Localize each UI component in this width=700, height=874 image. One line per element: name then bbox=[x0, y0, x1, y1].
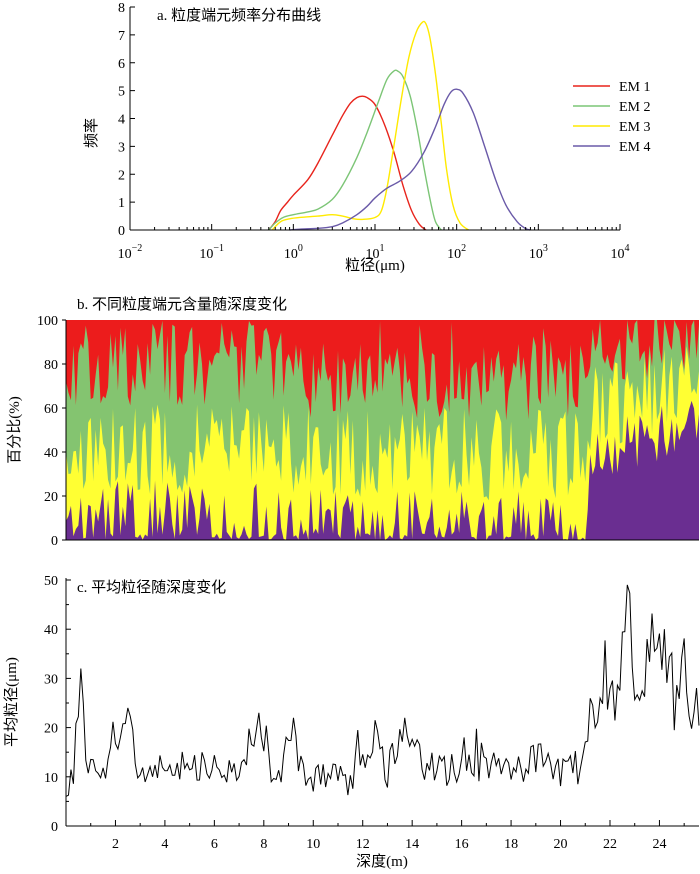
panel-b-y-ticks: 0 20 40 60 80 100 bbox=[37, 314, 66, 549]
x-tick-label: 16 bbox=[455, 837, 469, 852]
panel-c-x-ticks: 2 4 6 8 10 12 14 16 18 20 22 24 bbox=[90, 820, 685, 852]
legend-label-em3: EM 3 bbox=[619, 120, 651, 135]
x-tick-label: 20 bbox=[554, 837, 568, 852]
panel-a-y-label: 频率 bbox=[83, 118, 100, 148]
panel-c-title: c. 平均粒径随深度变化 bbox=[77, 579, 226, 596]
y-tick-label: 3 bbox=[118, 140, 125, 155]
y-tick-label: 100 bbox=[37, 314, 58, 329]
em3-area bbox=[66, 346, 699, 540]
x-tick-label: 24 bbox=[652, 837, 666, 852]
legend-label-em2: EM 2 bbox=[619, 100, 651, 115]
panel-b-areas bbox=[66, 320, 699, 540]
panel-a-legend: EM 1 EM 2 EM 3 EM 4 bbox=[573, 80, 651, 155]
em1-curve bbox=[268, 95, 427, 231]
x-tick-label: 22 bbox=[603, 837, 617, 852]
y-tick-label: 8 bbox=[118, 1, 125, 16]
panel-b: b. 不同粒度端元含量随深度变化 0 20 40 60 80 100 百分比(%) bbox=[6, 296, 699, 549]
panel-a-curves bbox=[268, 20, 531, 231]
panel-c-y-label: 平均粒径(μm) bbox=[3, 657, 20, 747]
panel-a-title: a. 粒度端元频率分布曲线 bbox=[157, 7, 321, 24]
x-tick-label: 103 bbox=[529, 243, 548, 262]
y-tick-label: 30 bbox=[44, 672, 58, 687]
x-tick-label: 6 bbox=[211, 837, 218, 852]
y-tick-label: 80 bbox=[44, 358, 58, 373]
x-tick-label: 12 bbox=[356, 837, 370, 852]
y-tick-label: 1 bbox=[118, 196, 125, 211]
y-tick-label: 20 bbox=[44, 722, 58, 737]
y-tick-label: 5 bbox=[118, 85, 125, 100]
legend-label-em1: EM 1 bbox=[619, 80, 651, 95]
x-tick-label: 102 bbox=[447, 243, 466, 262]
em3-curve bbox=[271, 20, 470, 231]
y-tick-label: 0 bbox=[51, 820, 58, 835]
y-tick-label: 20 bbox=[44, 490, 58, 505]
x-tick-label: 4 bbox=[161, 837, 168, 852]
x-tick-label: 10 bbox=[306, 837, 320, 852]
x-tick-label: 2 bbox=[112, 837, 119, 852]
y-tick-label: 6 bbox=[118, 57, 125, 72]
x-tick-label: 14 bbox=[405, 837, 419, 852]
x-tick-label: 101 bbox=[366, 243, 385, 262]
em4-area bbox=[66, 400, 699, 540]
panel-c-y-ticks: 0 10 20 30 40 50 bbox=[44, 574, 71, 835]
y-tick-label: 4 bbox=[118, 113, 125, 128]
y-tick-label: 2 bbox=[118, 168, 125, 183]
mean-grain-size-line bbox=[65, 584, 700, 797]
panel-a-y-ticks: 0 1 2 3 4 5 6 7 8 bbox=[118, 1, 135, 239]
x-tick-label: 10−1 bbox=[199, 243, 224, 262]
panel-b-title: b. 不同粒度端元含量随深度变化 bbox=[77, 296, 287, 313]
panel-c-line bbox=[65, 584, 700, 797]
x-tick-label: 10−2 bbox=[118, 243, 143, 262]
legend-label-em4: EM 4 bbox=[619, 140, 651, 155]
em2-curve bbox=[268, 69, 442, 231]
y-tick-label: 10 bbox=[44, 771, 58, 786]
y-tick-label: 0 bbox=[51, 534, 58, 549]
y-tick-label: 60 bbox=[44, 402, 58, 417]
y-tick-label: 0 bbox=[118, 224, 125, 239]
panel-a-x-label: 粒径(μm) bbox=[345, 257, 405, 274]
x-tick-label: 18 bbox=[504, 837, 518, 852]
x-tick-label: 104 bbox=[611, 243, 630, 262]
panel-b-y-label: 百分比(%) bbox=[6, 396, 23, 464]
em4-curve bbox=[289, 88, 531, 231]
x-tick-label: 100 bbox=[284, 243, 303, 262]
y-tick-label: 40 bbox=[44, 623, 58, 638]
x-tick-label: 8 bbox=[260, 837, 267, 852]
panel-c-x-label: 深度(m) bbox=[356, 853, 408, 870]
y-tick-label: 7 bbox=[118, 29, 125, 44]
y-tick-label: 40 bbox=[44, 446, 58, 461]
y-tick-label: 50 bbox=[44, 574, 58, 589]
panel-a-x-ticks: 10−2 10−1 100 101 102 103 104 bbox=[118, 224, 630, 262]
